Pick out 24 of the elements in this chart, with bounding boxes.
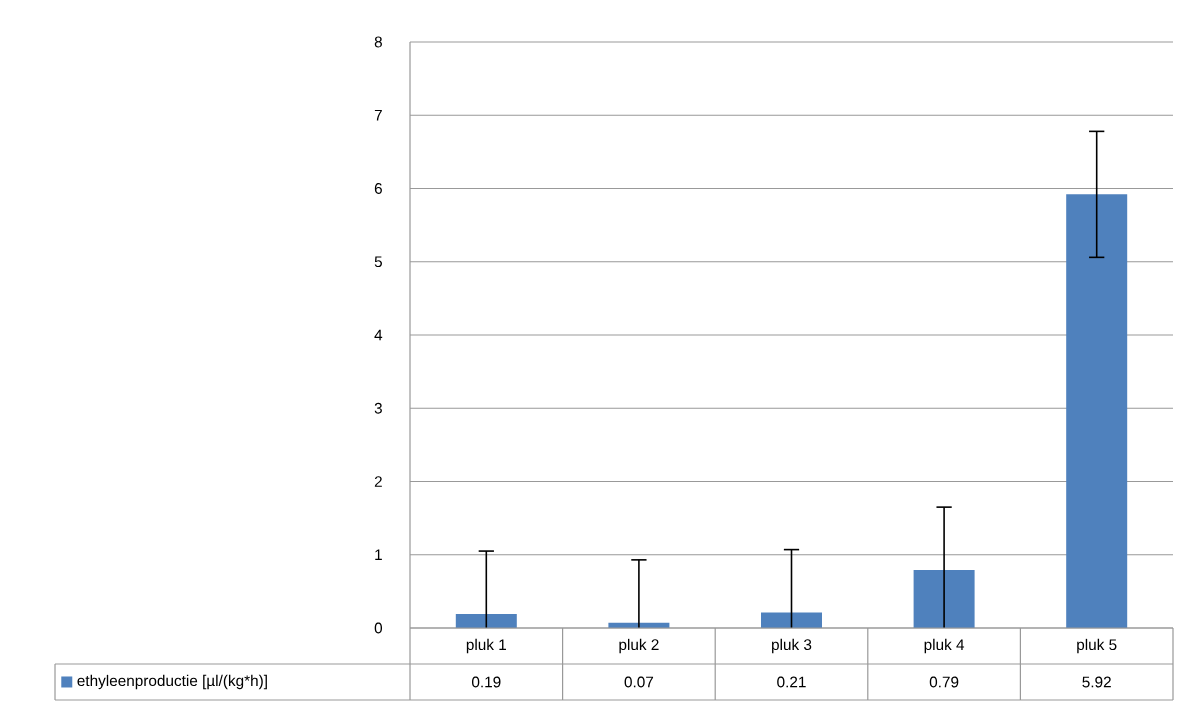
data-label: 0.21 (777, 676, 806, 688)
y-tick-label: 2 (374, 476, 382, 487)
y-tick-label: 6 (374, 183, 382, 194)
legend-label: ethyleenproductie [µl/(kg*h)] (77, 674, 267, 690)
data-label: 5.92 (1082, 676, 1111, 688)
y-tick-label: 5 (374, 256, 382, 268)
x-tick-label: pluk 2 (619, 638, 659, 654)
y-tick-label: 7 (374, 109, 382, 121)
y-tick-label: 1 (375, 549, 382, 561)
bar (455, 614, 517, 628)
x-tick-label: pluk 1 (466, 638, 506, 654)
data-label: 0.07 (624, 676, 654, 688)
data-label: 0.79 (929, 676, 959, 688)
y-tick-label: 3 (374, 402, 382, 414)
bar (913, 570, 975, 628)
x-tick-label: pluk 5 (1077, 638, 1117, 654)
data-label: 0.19 (471, 676, 501, 688)
bar (1066, 194, 1128, 628)
x-tick-label: pluk 4 (924, 638, 965, 654)
y-tick-label: 4 (374, 329, 383, 341)
y-tick-label: 8 (374, 36, 382, 48)
x-tick-label: pluk 3 (772, 638, 812, 654)
y-tick-label: 0 (374, 622, 383, 634)
bar (761, 612, 822, 628)
